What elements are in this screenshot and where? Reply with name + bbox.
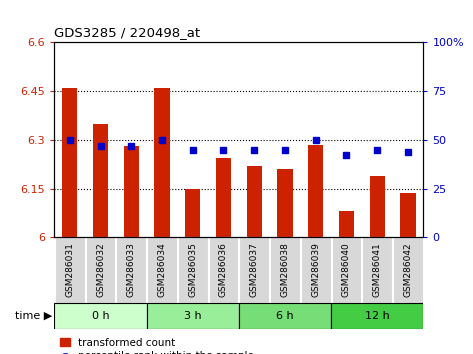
Text: GSM286033: GSM286033 [127, 242, 136, 297]
Bar [277, 169, 293, 237]
Bar [154, 88, 170, 237]
FancyBboxPatch shape [209, 237, 238, 303]
Text: 0 h: 0 h [92, 311, 109, 321]
FancyBboxPatch shape [239, 303, 331, 329]
Text: time ▶: time ▶ [15, 311, 52, 321]
Bar [185, 188, 201, 237]
Bar [93, 124, 108, 237]
Legend: transformed count, percentile rank within the sample: transformed count, percentile rank withi… [60, 338, 254, 354]
Text: 6 h: 6 h [276, 311, 294, 321]
Text: GSM286032: GSM286032 [96, 242, 105, 297]
FancyBboxPatch shape [362, 237, 392, 303]
Text: GSM286031: GSM286031 [65, 242, 74, 297]
Bar [400, 193, 416, 237]
FancyBboxPatch shape [55, 237, 85, 303]
Text: GSM286037: GSM286037 [250, 242, 259, 297]
Text: 12 h: 12 h [365, 311, 390, 321]
FancyBboxPatch shape [239, 237, 269, 303]
Text: GSM286035: GSM286035 [188, 242, 197, 297]
Bar [339, 211, 354, 237]
Text: GSM286040: GSM286040 [342, 242, 351, 297]
Bar [308, 145, 324, 237]
FancyBboxPatch shape [270, 237, 300, 303]
Text: 3 h: 3 h [184, 311, 201, 321]
Text: GSM286038: GSM286038 [280, 242, 289, 297]
Bar [246, 166, 262, 237]
FancyBboxPatch shape [332, 237, 361, 303]
Text: GSM286034: GSM286034 [158, 242, 166, 297]
FancyBboxPatch shape [393, 237, 423, 303]
FancyBboxPatch shape [147, 237, 177, 303]
FancyBboxPatch shape [331, 303, 423, 329]
Bar [123, 146, 139, 237]
FancyBboxPatch shape [86, 237, 115, 303]
Text: GDS3285 / 220498_at: GDS3285 / 220498_at [54, 25, 201, 39]
FancyBboxPatch shape [54, 303, 147, 329]
FancyBboxPatch shape [178, 237, 208, 303]
Bar [62, 88, 78, 237]
Text: GSM286036: GSM286036 [219, 242, 228, 297]
FancyBboxPatch shape [116, 237, 146, 303]
Text: GSM286041: GSM286041 [373, 242, 382, 297]
FancyBboxPatch shape [301, 237, 331, 303]
Bar [216, 158, 231, 237]
Bar [369, 176, 385, 237]
Text: GSM286042: GSM286042 [403, 242, 412, 297]
Text: GSM286039: GSM286039 [311, 242, 320, 297]
FancyBboxPatch shape [147, 303, 239, 329]
